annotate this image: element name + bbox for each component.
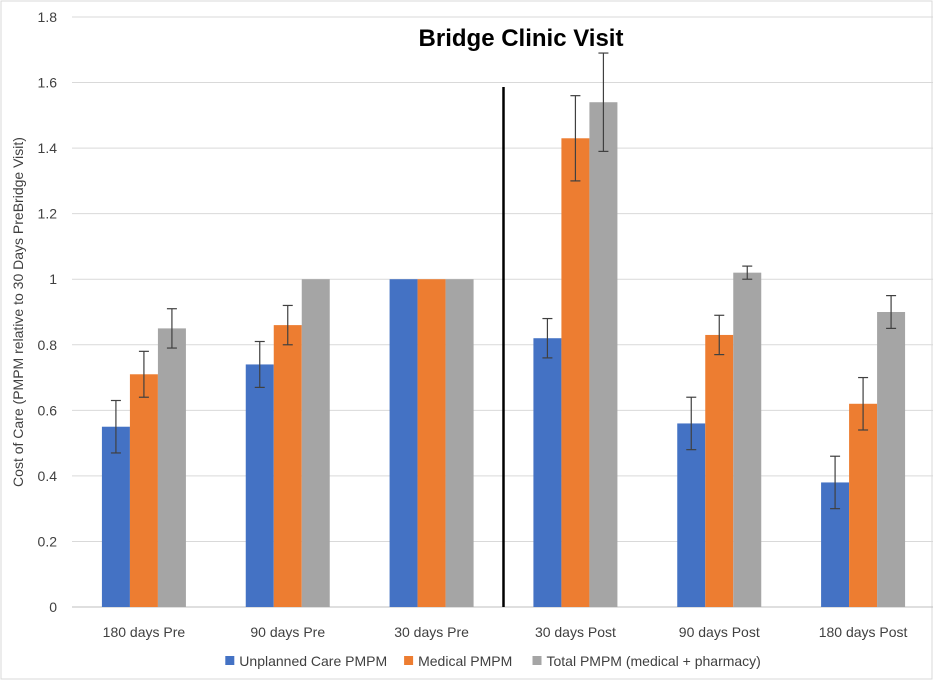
y-tick-label: 1.8: [38, 9, 58, 25]
y-tick-label: 0: [49, 599, 57, 615]
legend-swatch: [225, 656, 235, 665]
legend: Unplanned Care PMPM Medical PMPM Total PMP…: [225, 653, 761, 669]
x-axis-ticks: 180 days Pre 90 days Pre 30 days Pre 30 day…: [103, 624, 908, 640]
bar: [733, 272, 762, 607]
y-tick-label: 0.2: [38, 533, 58, 549]
x-tick-label: 180 days Pre: [103, 624, 186, 640]
legend-swatch: [404, 656, 414, 665]
bar: [877, 312, 906, 607]
x-tick-label: 90 days Pre: [250, 624, 325, 640]
bar: [417, 279, 446, 607]
chart-title: Bridge Clinic Visit: [419, 25, 624, 52]
bar: [245, 364, 274, 607]
bar: [301, 279, 330, 607]
bar: [101, 426, 130, 607]
x-tick-label: 30 days Post: [535, 624, 616, 640]
bar: [533, 338, 562, 607]
bar: [157, 328, 186, 607]
gridlines: [72, 16, 933, 608]
bar: [445, 279, 474, 607]
bars: [101, 52, 906, 607]
legend-label: Unplanned Care PMPM: [239, 653, 387, 669]
legend-label: Total PMPM (medical + pharmacy): [547, 653, 761, 669]
y-tick-label: 1: [49, 271, 57, 287]
y-axis-ticks: 0 0.2 0.4 0.6 0.8 1 1.2 1.4 1.6 1.8: [38, 9, 58, 615]
y-tick-label: 0.6: [38, 402, 58, 418]
bar: [561, 138, 590, 607]
y-tick-label: 0.8: [38, 337, 58, 353]
y-axis-title: Cost of Care (PMPM relative to 30 Days P…: [10, 137, 26, 487]
legend-label: Medical PMPM: [418, 653, 512, 669]
y-tick-label: 1.4: [38, 140, 58, 156]
y-tick-label: 1.2: [38, 206, 58, 222]
bar: [705, 334, 734, 607]
x-tick-label: 30 days Pre: [394, 624, 469, 640]
y-tick-label: 0.4: [38, 468, 58, 484]
bar: [129, 374, 158, 607]
y-tick-label: 1.6: [38, 75, 58, 91]
x-tick-label: 180 days Post: [819, 624, 908, 640]
bar: [273, 325, 302, 607]
x-tick-label: 90 days Post: [679, 624, 760, 640]
bar: [389, 279, 418, 607]
bar: [677, 423, 706, 607]
bar: [849, 403, 878, 607]
bar: [589, 102, 618, 607]
legend-swatch: [532, 656, 542, 665]
